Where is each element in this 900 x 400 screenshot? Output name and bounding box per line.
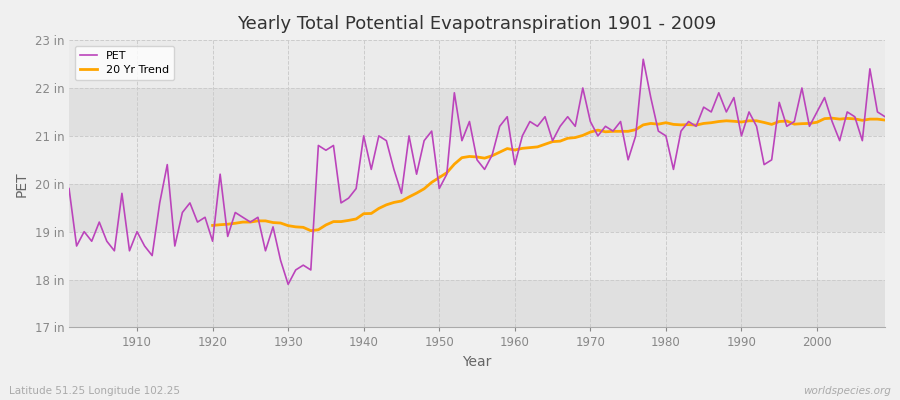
PET: [638, 57, 649, 62]
PET: [509, 162, 520, 167]
PET: [298, 263, 309, 268]
20 Yr Trend: [291, 224, 302, 229]
Text: Latitude 51.25 Longitude 102.25: Latitude 51.25 Longitude 102.25: [9, 386, 180, 396]
Title: Yearly Total Potential Evapotranspiration 1901 - 2009: Yearly Total Potential Evapotranspiratio…: [238, 15, 716, 33]
X-axis label: Year: Year: [463, 355, 491, 369]
Line: 20 Yr Trend: 20 Yr Trend: [212, 118, 885, 231]
20 Yr Trend: [336, 219, 346, 224]
Text: worldspecies.org: worldspecies.org: [803, 386, 891, 396]
PET: [608, 129, 618, 134]
Bar: [69, 184, 885, 232]
20 Yr Trend: [502, 146, 513, 151]
Legend: PET, 20 Yr Trend: PET, 20 Yr Trend: [75, 46, 175, 80]
Bar: [69, 232, 885, 280]
20 Yr Trend: [879, 118, 890, 122]
PET: [517, 134, 527, 138]
Y-axis label: PET: PET: [15, 171, 29, 196]
Bar: [69, 40, 885, 88]
Bar: [69, 88, 885, 136]
PET: [343, 196, 354, 200]
20 Yr Trend: [600, 130, 611, 134]
PET: [64, 186, 75, 191]
PET: [283, 282, 293, 287]
Line: PET: PET: [69, 59, 885, 284]
Bar: [69, 136, 885, 184]
20 Yr Trend: [509, 148, 520, 152]
PET: [124, 248, 135, 253]
Bar: [69, 280, 885, 328]
PET: [879, 114, 890, 119]
